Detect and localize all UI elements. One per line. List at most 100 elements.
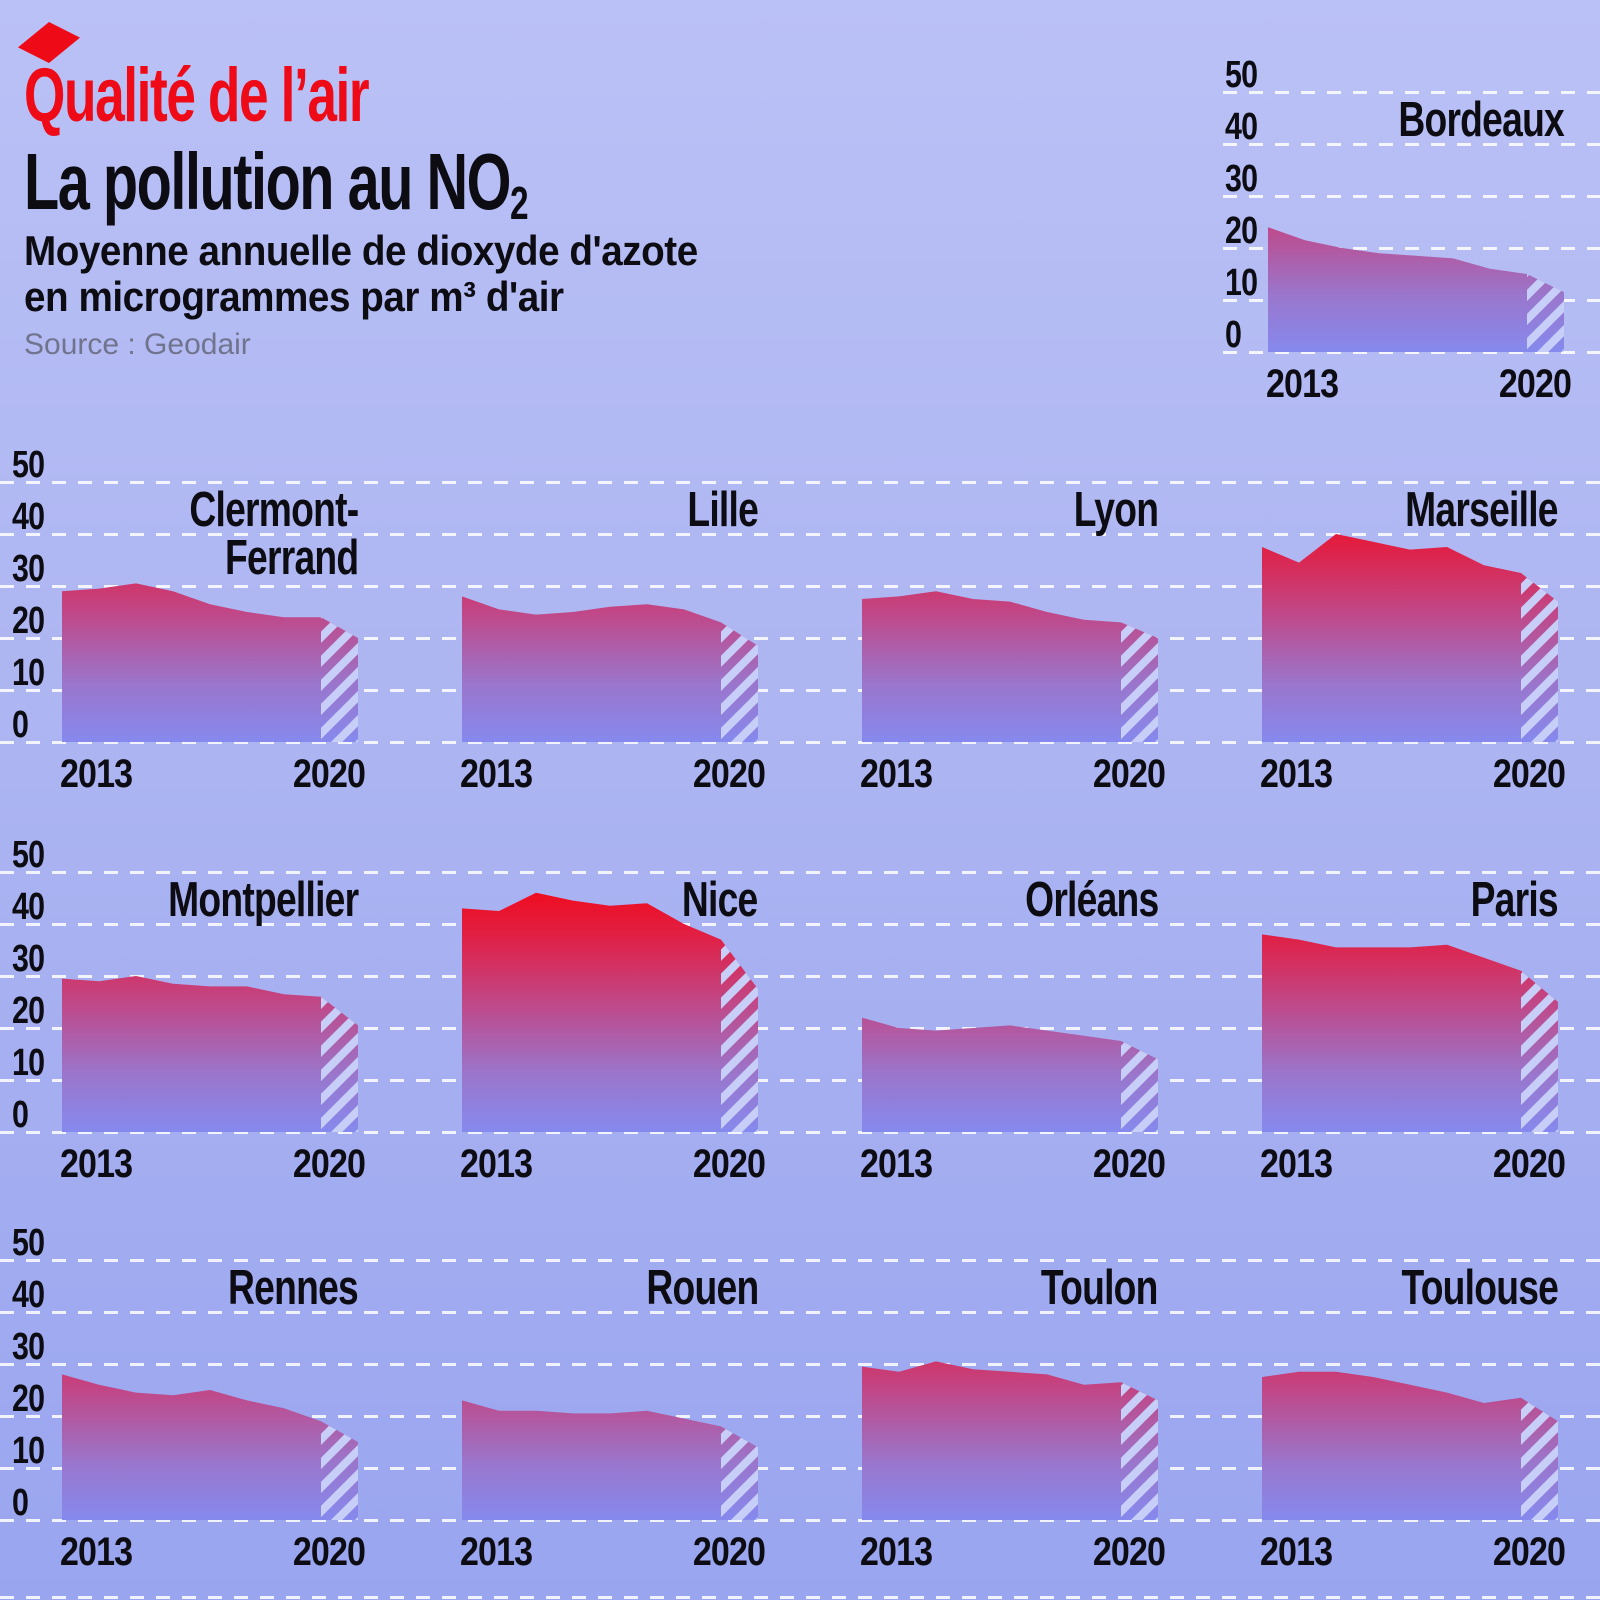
x-axis-year-label-first: 2013	[1260, 752, 1333, 796]
gridline	[0, 1259, 1600, 1262]
kicker: Qualité de l’air	[24, 58, 516, 134]
x-axis-year-label-first: 2013	[1260, 1142, 1333, 1186]
x-axis-year-label-first: 2013	[860, 1530, 933, 1574]
gridline	[0, 923, 1600, 926]
chart-title-montpellier: Montpellier	[167, 873, 359, 927]
y-axis-tick-label: 50	[12, 1222, 45, 1264]
area-provisional-hatch	[1121, 1382, 1158, 1520]
subtitle: Moyenne annuelle de dioxyde d'azote en m…	[24, 228, 698, 320]
y-axis-tick-label: 10	[12, 652, 45, 694]
area-chart-marseille	[1262, 534, 1558, 742]
y-axis-tick-label: 30	[12, 548, 45, 590]
x-axis-year-label-last: 2020	[1092, 752, 1166, 796]
x-axis-year-label-first: 2013	[60, 1530, 133, 1574]
gridline	[0, 1363, 1600, 1366]
x-axis-year-label-last: 2020	[292, 752, 366, 796]
area-provisional-hatch	[1521, 573, 1558, 742]
y-axis-tick-label: 40	[12, 1274, 45, 1316]
gridline	[0, 689, 1600, 692]
area-provisional-hatch	[721, 939, 758, 1132]
y-axis-tick-label: 30	[12, 938, 45, 980]
y-axis-tick-label: 20	[12, 1378, 45, 1420]
x-axis-year-label-first: 2013	[60, 752, 133, 796]
source-label: Source : Geodair	[24, 328, 251, 361]
gridline	[0, 585, 1600, 588]
area-chart-lyon	[862, 591, 1158, 742]
gridline	[1223, 91, 1600, 94]
gridline	[0, 741, 1600, 744]
chart-title-lille: Lille	[687, 483, 758, 537]
title-subscript: 2	[510, 177, 529, 230]
x-axis-year-label-last: 2020	[692, 1530, 766, 1574]
x-axis-year-label-first: 2013	[860, 752, 933, 796]
gridline	[0, 637, 1600, 640]
y-axis-tick-label: 0	[12, 1482, 29, 1524]
y-axis-tick-label: 10	[12, 1430, 45, 1472]
x-axis-year-label-last: 2020	[692, 752, 766, 796]
area-chart-toulon	[862, 1361, 1158, 1520]
gridline	[1223, 351, 1600, 354]
chart-title-clermont-ferrand: Clermont- Ferrand	[188, 483, 359, 586]
x-axis-year-label-first: 2013	[460, 1530, 533, 1574]
y-axis-tick-label: 20	[12, 600, 45, 642]
y-axis-tick-label: 0	[1225, 314, 1242, 356]
area-solid	[862, 591, 1121, 742]
area-provisional-hatch	[1521, 970, 1558, 1132]
gridline	[0, 1131, 1600, 1134]
gridline	[0, 975, 1600, 978]
area-solid	[1262, 1371, 1521, 1520]
gridline	[0, 1079, 1600, 1082]
chart-title-marseille: Marseille	[1405, 483, 1558, 537]
area-provisional-hatch	[721, 622, 758, 742]
x-axis-year-label-last: 2020	[1092, 1530, 1166, 1574]
subtitle-line-2: en microgrammes par m³ d'air	[24, 273, 564, 320]
y-axis-tick-label: 10	[1225, 262, 1258, 304]
area-chart-bordeaux	[1268, 227, 1564, 352]
x-axis-year-label-last: 2020	[1492, 1142, 1566, 1186]
x-axis-year-label-first: 2013	[1266, 362, 1339, 406]
area-chart-clermont-ferrand	[62, 583, 358, 742]
x-axis-year-label-last: 2020	[1498, 362, 1572, 406]
y-axis-tick-label: 40	[1225, 106, 1258, 148]
area-chart-orl-ans	[862, 1017, 1158, 1132]
x-axis-year-label-last: 2020	[292, 1530, 366, 1574]
x-axis-year-label-last: 2020	[1492, 752, 1566, 796]
y-axis-tick-label: 0	[12, 704, 29, 746]
area-solid	[1262, 534, 1521, 742]
gridline	[0, 1311, 1600, 1314]
x-axis-year-label-first: 2013	[1260, 1530, 1333, 1574]
area-provisional-hatch	[321, 617, 358, 742]
y-axis-tick-label: 20	[1225, 210, 1258, 252]
x-axis-year-label-first: 2013	[60, 1142, 133, 1186]
area-provisional-hatch	[1527, 274, 1564, 352]
area-solid	[62, 1374, 321, 1520]
area-solid	[62, 976, 321, 1132]
area-provisional-hatch	[1121, 1041, 1158, 1132]
gridline	[0, 1467, 1600, 1470]
area-chart-toulouse	[1262, 1371, 1558, 1520]
area-provisional-hatch	[321, 996, 358, 1132]
y-axis-tick-label: 40	[12, 886, 45, 928]
gridline	[0, 1519, 1600, 1522]
x-axis-year-label-last: 2020	[1092, 1142, 1166, 1186]
area-solid	[1268, 227, 1527, 352]
y-axis-tick-label: 50	[1225, 54, 1258, 96]
gridline	[0, 871, 1600, 874]
area-chart-paris	[1262, 934, 1558, 1132]
area-solid	[462, 1400, 721, 1520]
gridline	[0, 481, 1600, 484]
x-axis-year-label-last: 2020	[292, 1142, 366, 1186]
x-axis-year-label-last: 2020	[692, 1142, 766, 1186]
y-axis-tick-label: 0	[12, 1094, 29, 1136]
chart-title-nice: Nice	[682, 873, 758, 927]
area-chart-lille	[462, 596, 758, 742]
y-axis-tick-label: 50	[12, 444, 45, 486]
chart-title-rennes: Rennes	[228, 1261, 359, 1315]
y-axis-tick-label: 10	[12, 1042, 45, 1084]
area-solid	[1262, 934, 1521, 1132]
area-solid	[462, 596, 721, 742]
area-chart-nice	[462, 892, 758, 1132]
area-provisional-hatch	[321, 1421, 358, 1520]
